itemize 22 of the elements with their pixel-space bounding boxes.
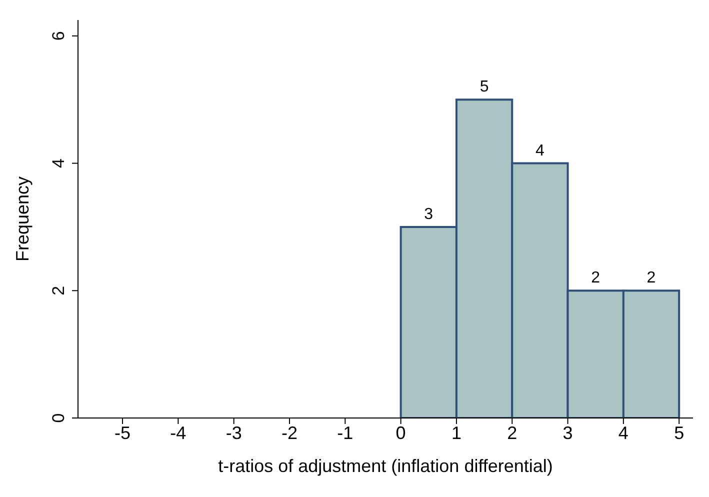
x-tick-label: 1 <box>451 422 462 443</box>
y-tick-label: 2 <box>49 286 68 296</box>
x-tick-label: -5 <box>114 422 131 443</box>
data-label: 5 <box>480 78 489 96</box>
x-tick-label: 4 <box>618 422 628 443</box>
y-axis-title: Frequency <box>12 176 32 262</box>
x-tick-label: 5 <box>674 422 684 443</box>
data-label: 3 <box>424 206 434 223</box>
data-label: 4 <box>535 142 544 160</box>
x-tick-label: 3 <box>562 422 573 443</box>
y-tick-label: 6 <box>49 31 68 41</box>
x-tick-label: 2 <box>507 422 518 443</box>
x-tick-label: -1 <box>337 422 354 443</box>
data-label: 2 <box>646 270 656 287</box>
x-tick-label: -2 <box>281 422 298 443</box>
y-tick-label: 0 <box>49 413 68 423</box>
x-tick-label: -3 <box>226 422 242 443</box>
x-tick-label: -4 <box>170 422 186 443</box>
x-axis-title: t-ratios of adjustment (inflation differential) <box>218 456 553 476</box>
x-tick-label: 0 <box>396 422 406 443</box>
data-label: 2 <box>591 270 600 287</box>
y-tick-label: 4 <box>49 158 68 168</box>
